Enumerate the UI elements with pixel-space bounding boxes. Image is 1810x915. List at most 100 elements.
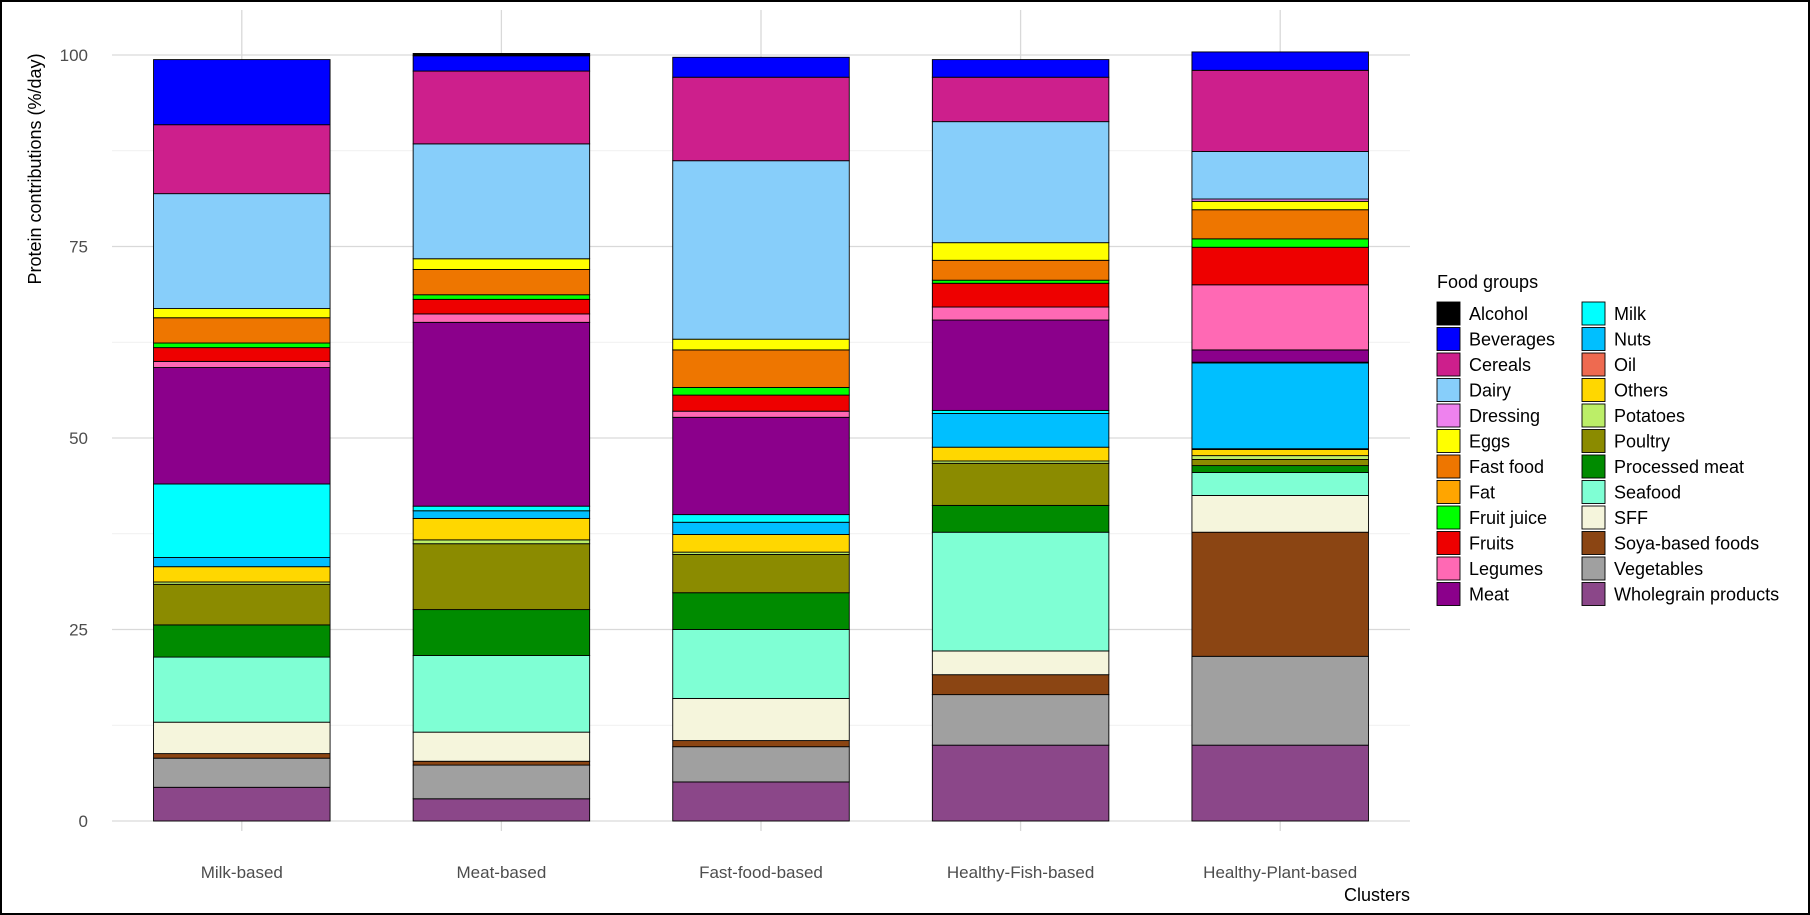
bar-segment <box>931 279 1110 284</box>
bar-segment <box>1191 655 1369 746</box>
bar-segment <box>672 553 850 594</box>
y-axis-title: Protein contributions (%/day) <box>25 53 45 284</box>
bar-segment <box>931 531 1110 652</box>
bar-segment <box>153 786 331 822</box>
legend-label: Nuts <box>1614 330 1651 350</box>
bar-segment <box>931 413 1110 448</box>
bar-segment <box>412 764 591 800</box>
bar-segment <box>931 259 1110 281</box>
bar-segment <box>672 514 850 523</box>
legend-label: Others <box>1614 381 1668 401</box>
bar-segment <box>1191 69 1369 152</box>
bar-segment <box>1191 51 1369 71</box>
bar-segment <box>931 59 1110 78</box>
bar-segment <box>672 76 850 162</box>
legend-swatch <box>1436 352 1461 377</box>
bar-segment <box>672 56 850 78</box>
bar-segment <box>931 409 1110 414</box>
y-tick-label: 50 <box>69 429 88 448</box>
y-axis-ticks: 0 25 50 75 100 <box>60 46 88 831</box>
bar-segment <box>153 483 331 558</box>
legend-swatch <box>1581 301 1606 326</box>
bar-segment <box>412 298 591 315</box>
bar-segment <box>931 694 1110 746</box>
legend-label: Wholegrain products <box>1614 585 1779 605</box>
bar-segment <box>672 534 850 553</box>
bar-segment <box>1191 246 1369 286</box>
bar-segment <box>153 583 331 626</box>
legend-label: SFF <box>1614 508 1648 528</box>
legend: Food groups Alcohol Beverages Cereals Dairy… <box>1436 272 1779 606</box>
legend-title: Food groups <box>1437 272 1538 292</box>
legend-label: Fruit juice <box>1469 508 1547 528</box>
legend-swatch <box>1581 403 1606 428</box>
bar-segment <box>931 504 1110 533</box>
legend-swatch <box>1436 403 1461 428</box>
legend-label: Poultry <box>1614 432 1670 452</box>
legend-swatch <box>1436 531 1461 555</box>
bar-segment <box>1191 472 1369 496</box>
legend-label: Oil <box>1614 355 1636 375</box>
x-axis-ticks: Milk-based Meat-based Fast-food-based Healt… <box>201 863 1358 882</box>
bar-segment <box>931 306 1110 321</box>
legend-label: Dairy <box>1469 381 1511 401</box>
legend-swatch <box>1436 301 1461 326</box>
y-tick-label: 0 <box>79 812 88 831</box>
bar-segment <box>153 308 331 319</box>
legend-swatch <box>1581 378 1606 402</box>
legend-swatch <box>1581 352 1606 377</box>
bar-segment <box>412 760 591 766</box>
bar-segment <box>1191 458 1369 467</box>
bar-segment <box>931 242 1110 261</box>
x-tick-label: Healthy-Fish-based <box>947 863 1094 882</box>
bar-segment <box>412 258 591 270</box>
bar-segment <box>412 321 591 507</box>
legend-swatch <box>1436 378 1461 402</box>
bar-segment <box>412 505 591 512</box>
bar-segment <box>1191 495 1369 533</box>
bar-segment <box>672 746 850 783</box>
bar-segment <box>931 674 1110 696</box>
bar-segment <box>1191 200 1369 211</box>
bar-segment <box>1191 362 1369 450</box>
bar-segment <box>153 566 331 583</box>
legend-label: Fast food <box>1469 457 1544 477</box>
legend-swatch <box>1581 582 1606 606</box>
legend-label: Fat <box>1469 483 1495 503</box>
legend-swatch <box>1436 454 1461 479</box>
bar-segment <box>1191 449 1369 457</box>
legend-label: Dressing <box>1469 406 1540 426</box>
bar-segment <box>672 521 850 535</box>
legend-label: Eggs <box>1469 432 1510 452</box>
legend-label: Alcohol <box>1469 304 1528 324</box>
legend-swatch <box>1436 327 1461 351</box>
bar-segment <box>153 317 331 344</box>
bar-segment <box>412 517 591 541</box>
bar-segment <box>153 721 331 755</box>
bar-segment <box>931 76 1110 123</box>
bar-segment <box>672 781 850 822</box>
legend-swatch <box>1581 454 1606 479</box>
legend-label: Legumes <box>1469 559 1543 579</box>
legend-swatch <box>1436 582 1461 606</box>
bar-segment <box>672 338 850 351</box>
bar-segment <box>412 510 591 519</box>
y-tick-label: 25 <box>69 621 88 640</box>
legend-swatch <box>1581 327 1606 351</box>
bar-segment <box>672 697 850 742</box>
bar-segment <box>412 313 591 323</box>
bar-segment <box>931 446 1110 462</box>
legend-swatch <box>1581 429 1606 453</box>
bar-segment <box>1191 531 1369 657</box>
bar-segment <box>931 744 1110 822</box>
legend-swatch <box>1436 480 1461 504</box>
x-tick-label: Fast-food-based <box>699 863 823 882</box>
bar-segment <box>412 539 591 545</box>
bar-segment <box>672 740 850 748</box>
legend-label: Soya-based foods <box>1614 534 1759 554</box>
bar-segment <box>153 367 331 485</box>
legend-swatch <box>1581 531 1606 555</box>
bar-segment <box>412 53 591 57</box>
bar-segment <box>931 282 1110 308</box>
bar-segment <box>1191 238 1369 248</box>
